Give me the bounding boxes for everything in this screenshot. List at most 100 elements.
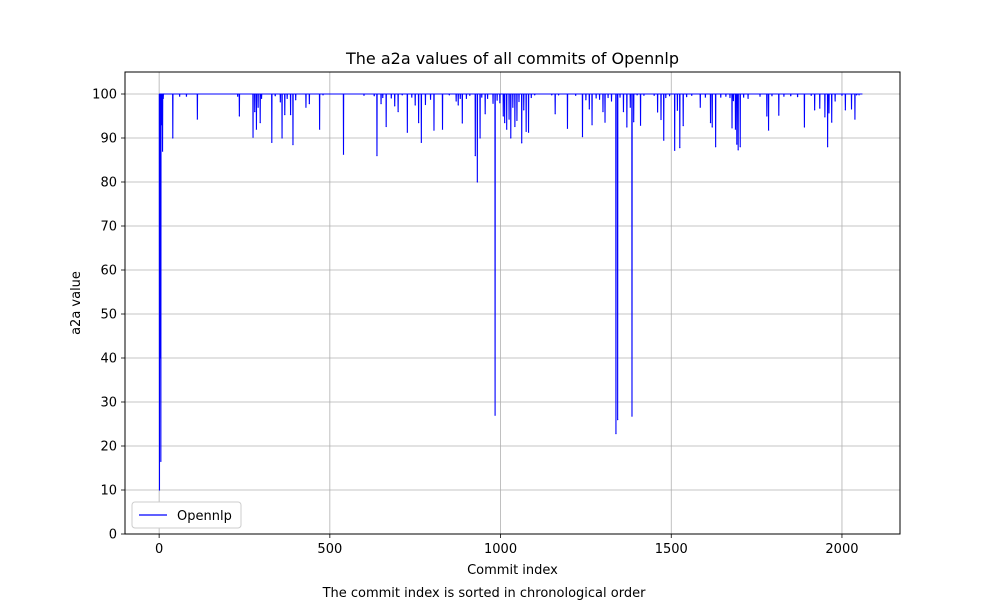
y-tick-label: 50 (100, 308, 117, 323)
data-point (615, 433, 617, 435)
data-point (767, 129, 770, 131)
data-point (373, 95, 375, 97)
legend-box (131, 501, 242, 529)
x-axis-label: Commit index (467, 563, 558, 578)
data-point (588, 108, 590, 110)
x-tick-label: 1500 (655, 542, 688, 557)
data-point (376, 155, 378, 157)
data-point (617, 419, 619, 421)
data-point (479, 137, 481, 139)
data-point (732, 100, 734, 102)
x-tick-label: 1000 (484, 542, 517, 557)
y-tick-label: 60 (100, 264, 117, 279)
data-point (406, 131, 408, 133)
data-point (397, 111, 399, 113)
data-point (274, 95, 276, 97)
y-tick-label: 30 (100, 396, 117, 411)
data-point (158, 489, 161, 491)
y-axis-label: a2a value (69, 271, 84, 335)
data-point (159, 357, 161, 359)
data-point (308, 103, 310, 105)
data-point (510, 137, 512, 139)
data-point (796, 96, 799, 98)
data-point (481, 96, 483, 98)
chart-title: The a2a values of all commits of Opennlp (345, 49, 679, 68)
data-point (284, 114, 286, 116)
y-tick-label: 80 (100, 176, 117, 191)
data-point (731, 127, 733, 129)
y-tick-label: 20 (100, 440, 117, 455)
data-point (474, 155, 476, 157)
data-point (342, 153, 345, 155)
plot-frame (124, 71, 901, 535)
data-point (585, 99, 587, 101)
data-point (295, 99, 297, 101)
data-point (699, 106, 701, 108)
y-tick-label: 0 (109, 528, 117, 543)
data-point (737, 149, 739, 151)
data-point (554, 113, 556, 115)
data-point (736, 143, 738, 145)
legend: Opennlp (131, 501, 242, 529)
data-point (595, 97, 597, 99)
data-point (237, 95, 239, 97)
data-point (771, 95, 773, 97)
data-point (827, 146, 829, 148)
data-point (729, 96, 731, 99)
data-point (566, 127, 569, 129)
data-point (814, 109, 816, 111)
data-point (653, 94, 655, 96)
data-point (803, 126, 806, 128)
data-point (322, 94, 324, 96)
data-point (790, 95, 792, 97)
x-tick-label: 2000 (825, 542, 858, 557)
data-point (639, 124, 642, 126)
data-point (363, 94, 365, 96)
data-point (504, 122, 506, 124)
data-point (179, 95, 181, 97)
data-point (163, 93, 165, 95)
data-point (433, 129, 435, 131)
data-point (686, 96, 688, 98)
data-point (711, 126, 713, 128)
data-point (496, 99, 498, 101)
data-point (255, 128, 258, 130)
data-point (824, 116, 826, 118)
y-tick-label: 40 (100, 352, 117, 367)
data-point (858, 93, 860, 96)
data-point (465, 97, 468, 99)
data-point (819, 107, 821, 109)
data-point (486, 97, 489, 99)
data-point (619, 96, 621, 98)
data-point (161, 150, 164, 152)
data-point (461, 122, 463, 124)
data-point (643, 94, 645, 96)
data-point (476, 181, 478, 183)
data-point (499, 102, 501, 104)
data-point (778, 114, 780, 116)
data-point (492, 102, 494, 104)
y-tick-label: 90 (100, 132, 117, 147)
data-point (259, 122, 261, 124)
data-point (252, 136, 254, 138)
data-point (604, 121, 606, 123)
data-point (257, 106, 259, 108)
data-point (469, 94, 471, 96)
data-point (551, 94, 553, 96)
data-point (657, 111, 659, 113)
series-line-opennlp (158, 93, 863, 491)
data-point (607, 96, 609, 99)
data-point (292, 144, 294, 146)
data-point (385, 125, 387, 128)
data-point (254, 111, 256, 113)
y-tick-label: 10 (100, 484, 117, 499)
data-point (508, 118, 510, 120)
data-point (759, 95, 761, 97)
data-point (581, 136, 584, 138)
data-point (831, 121, 833, 123)
data-point (633, 121, 635, 123)
data-point (527, 131, 530, 133)
data-point (828, 112, 830, 114)
data-point (162, 97, 164, 99)
axis-ticks: 0 500 1000 1500 2000 0 10 20 30 40 50 60 70 80 90 100 (92, 88, 858, 558)
